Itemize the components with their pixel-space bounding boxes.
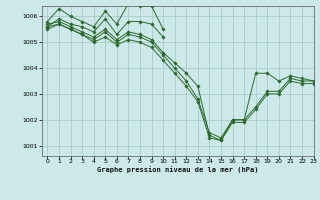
X-axis label: Graphe pression niveau de la mer (hPa): Graphe pression niveau de la mer (hPa) — [97, 167, 258, 173]
